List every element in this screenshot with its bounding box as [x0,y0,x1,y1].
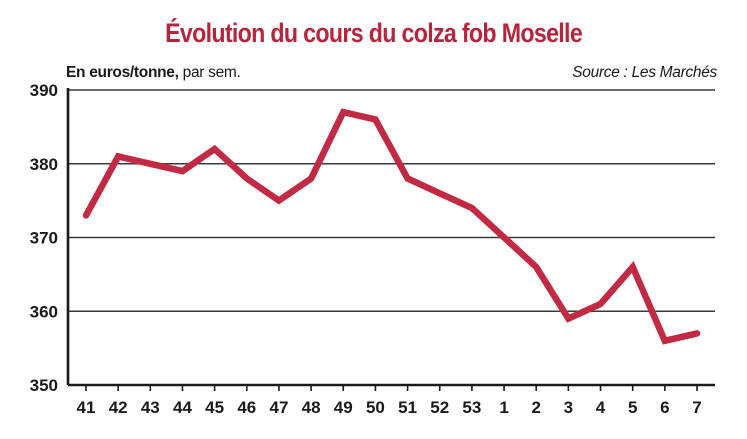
y-tick-label-350: 350 [30,376,58,395]
gridlines [68,89,715,312]
y-tick-label-370: 370 [30,229,58,248]
x-tick-label-47: 47 [269,398,288,417]
axes [66,88,715,391]
x-tick-label-3: 3 [564,398,573,417]
series-line-0 [82,108,701,345]
x-tick-label-45: 45 [205,398,224,417]
x-tick-labels: 41 42 43 44 45 46 47 48 49 50 51 52 53 1 2 3 4 5 6 7 [77,398,702,417]
unit-label: En euros/tonne, par sem. [66,64,241,82]
x-tick-label-53: 53 [462,398,481,417]
y-tick-label-360: 360 [30,302,58,321]
x-tick-label-42: 42 [109,398,128,417]
x-tick-label-41: 41 [77,398,96,417]
x-tick-label-7: 7 [692,398,701,417]
y-tick-label-390: 390 [30,81,58,100]
series-group [82,108,701,345]
y-tick-labels: 350 360 370 380 390 [30,81,58,395]
x-tick-label-6: 6 [660,398,669,417]
x-tick-label-50: 50 [366,398,385,417]
chart-title: Évolution du cours du colza fob Moselle [165,18,583,48]
y-tick-label-380: 380 [30,155,58,174]
x-tick-label-51: 51 [398,398,417,417]
x-tick-label-1: 1 [499,398,508,417]
x-tick-label-48: 48 [302,398,321,417]
x-tick-label-5: 5 [628,398,637,417]
unit-label-bold: En euros/tonne, [66,64,179,81]
x-tick-label-43: 43 [141,398,160,417]
x-tick-label-44: 44 [173,398,192,417]
source-label: Source : Les Marchés [572,64,717,81]
unit-label-rest: par sem. [178,64,241,81]
x-tick-label-52: 52 [430,398,449,417]
x-tick-label-2: 2 [531,398,540,417]
x-tick-label-46: 46 [237,398,256,417]
x-tick-label-49: 49 [334,398,353,417]
x-tick-label-4: 4 [596,398,606,417]
